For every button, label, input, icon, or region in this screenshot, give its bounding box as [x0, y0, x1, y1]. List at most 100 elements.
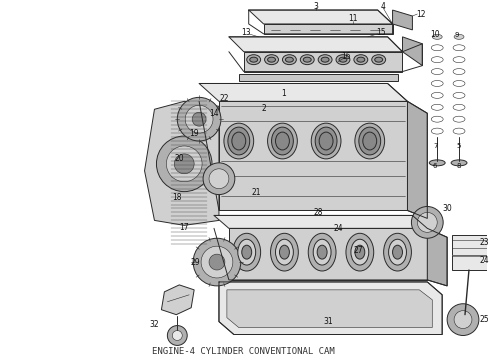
Circle shape [209, 169, 229, 189]
Ellipse shape [275, 132, 290, 150]
Polygon shape [214, 215, 427, 228]
Ellipse shape [268, 57, 275, 62]
Ellipse shape [233, 233, 261, 271]
Polygon shape [392, 10, 413, 30]
Ellipse shape [375, 57, 383, 62]
Text: 20: 20 [174, 154, 184, 163]
Polygon shape [239, 73, 397, 81]
Polygon shape [229, 228, 427, 280]
Ellipse shape [384, 233, 412, 271]
Text: 24: 24 [479, 256, 489, 265]
Ellipse shape [303, 57, 311, 62]
Circle shape [209, 254, 225, 270]
Polygon shape [402, 37, 422, 66]
Ellipse shape [271, 127, 294, 155]
Polygon shape [219, 282, 442, 334]
Text: 9: 9 [455, 32, 459, 38]
Ellipse shape [392, 245, 402, 259]
Polygon shape [161, 285, 194, 315]
Ellipse shape [357, 57, 365, 62]
Ellipse shape [336, 55, 350, 65]
Ellipse shape [275, 239, 294, 265]
Text: 12: 12 [416, 9, 426, 18]
Ellipse shape [313, 239, 331, 265]
Text: 19: 19 [189, 129, 199, 138]
Text: 21: 21 [252, 188, 261, 197]
Text: 1: 1 [281, 89, 286, 98]
Ellipse shape [389, 239, 407, 265]
Ellipse shape [454, 34, 464, 39]
Text: 17: 17 [179, 223, 189, 232]
Ellipse shape [432, 34, 442, 39]
Circle shape [412, 207, 443, 238]
Ellipse shape [321, 57, 329, 62]
Ellipse shape [318, 55, 332, 65]
Polygon shape [249, 10, 392, 24]
Ellipse shape [355, 123, 385, 159]
Text: 6: 6 [433, 163, 438, 169]
Text: 25: 25 [479, 315, 489, 324]
Circle shape [447, 304, 479, 336]
Text: 16: 16 [341, 52, 351, 61]
Ellipse shape [359, 127, 381, 155]
Ellipse shape [270, 233, 298, 271]
Text: 29: 29 [190, 257, 200, 266]
Ellipse shape [363, 132, 377, 150]
Text: 30: 30 [442, 204, 452, 213]
Polygon shape [227, 290, 432, 328]
Ellipse shape [250, 57, 258, 62]
Ellipse shape [451, 160, 467, 166]
Text: 27: 27 [353, 246, 363, 255]
Text: 14: 14 [209, 109, 219, 118]
Ellipse shape [319, 132, 333, 150]
Text: 4: 4 [380, 1, 385, 10]
Ellipse shape [247, 55, 261, 65]
Circle shape [454, 311, 472, 329]
Ellipse shape [372, 55, 386, 65]
Text: 7: 7 [433, 143, 438, 149]
Polygon shape [229, 37, 402, 52]
Circle shape [192, 112, 206, 126]
Text: 3: 3 [314, 1, 318, 10]
Ellipse shape [282, 55, 296, 65]
Text: 18: 18 [172, 193, 182, 202]
Text: 24: 24 [333, 224, 343, 233]
Ellipse shape [317, 245, 327, 259]
Polygon shape [244, 52, 402, 72]
Polygon shape [219, 101, 408, 211]
Polygon shape [264, 24, 392, 34]
Circle shape [168, 325, 187, 345]
Circle shape [172, 330, 182, 341]
Ellipse shape [232, 132, 246, 150]
Text: ENGINE-4 CYLINDER CONVENTIONAL CAM: ENGINE-4 CYLINDER CONVENTIONAL CAM [152, 347, 335, 356]
Ellipse shape [315, 127, 337, 155]
Ellipse shape [300, 55, 314, 65]
Ellipse shape [339, 57, 347, 62]
Ellipse shape [355, 245, 365, 259]
Text: 2: 2 [261, 104, 266, 113]
Polygon shape [145, 101, 219, 225]
Ellipse shape [429, 160, 445, 166]
Text: 13: 13 [241, 28, 250, 37]
Polygon shape [408, 101, 427, 219]
Ellipse shape [228, 127, 250, 155]
Text: 15: 15 [376, 28, 386, 37]
Ellipse shape [268, 123, 297, 159]
Circle shape [156, 136, 212, 192]
Ellipse shape [311, 123, 341, 159]
Ellipse shape [351, 239, 369, 265]
Text: 22: 22 [219, 94, 229, 103]
Text: 32: 32 [149, 320, 159, 329]
Text: 11: 11 [348, 14, 358, 23]
Polygon shape [452, 235, 487, 270]
Ellipse shape [238, 239, 256, 265]
Ellipse shape [308, 233, 336, 271]
Text: 31: 31 [323, 317, 333, 326]
Ellipse shape [279, 245, 290, 259]
Ellipse shape [242, 245, 252, 259]
Ellipse shape [265, 55, 278, 65]
Text: 23: 23 [479, 238, 489, 247]
Text: 8: 8 [457, 163, 461, 169]
Circle shape [201, 246, 233, 278]
Ellipse shape [354, 55, 368, 65]
